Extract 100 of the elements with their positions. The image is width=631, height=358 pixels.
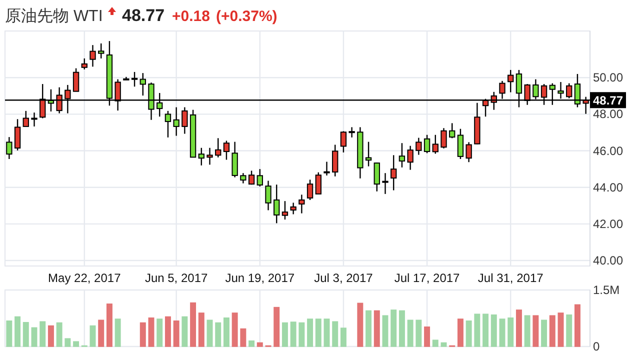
candlestick [348, 126, 355, 138]
bar [14, 316, 21, 347]
bar [90, 325, 96, 347]
y-tick-label: 44.00 [593, 180, 624, 194]
bar [256, 342, 263, 347]
bar [98, 320, 104, 347]
candlestick [324, 161, 330, 176]
candlestick [206, 147, 213, 166]
bar [440, 342, 447, 347]
candlestick [164, 110, 172, 138]
y-tick-label: 50.00 [593, 70, 624, 85]
bar [298, 322, 305, 347]
bar [574, 304, 580, 347]
bar [173, 320, 180, 347]
bar [566, 314, 572, 347]
text: +0.18 [172, 8, 210, 25]
x-tick-label: May 22, 2017 [48, 271, 122, 285]
candlestick [6, 136, 12, 160]
candlestick [232, 141, 238, 178]
bar [432, 340, 438, 347]
candlestick [315, 172, 322, 195]
bar [240, 328, 246, 347]
candlestick [240, 172, 246, 184]
text: 48.77 [122, 6, 165, 25]
x-tick-label: Jul 3, 2017 [314, 271, 374, 285]
bar [508, 317, 514, 347]
bar [549, 315, 556, 347]
y-tick-label: 40.00 [593, 254, 624, 268]
bar [274, 306, 280, 347]
y-tick-label: 0 [593, 340, 600, 354]
bar [340, 328, 346, 347]
text: (+0.37%) [216, 8, 278, 25]
bar [499, 318, 506, 347]
bar [232, 312, 238, 347]
candlestick [416, 137, 422, 156]
candlestick [256, 168, 263, 188]
bar [290, 322, 296, 347]
candlestick [466, 142, 472, 163]
x-tick-label: Jul 31, 2017 [478, 271, 544, 285]
candlestick [198, 147, 204, 166]
candlestick [424, 134, 430, 154]
bar [106, 304, 112, 347]
candlestick [382, 172, 388, 195]
bar [516, 310, 522, 347]
bar [532, 315, 539, 347]
bar [148, 317, 154, 347]
candlestick [298, 194, 305, 214]
candlestick [14, 118, 21, 152]
candlestick [340, 130, 347, 154]
candlestick [173, 106, 180, 136]
candlestick [407, 145, 414, 170]
candlestick [398, 142, 406, 168]
bar [40, 321, 46, 347]
candlestick [215, 138, 222, 158]
bar [490, 314, 497, 347]
bar [390, 310, 397, 347]
bar [398, 310, 405, 347]
bar [215, 322, 222, 347]
bar [474, 314, 480, 347]
candlestick [131, 71, 138, 88]
bar [190, 302, 196, 347]
bar [140, 322, 146, 347]
bar [22, 322, 29, 347]
bar [357, 302, 364, 347]
bar [6, 320, 12, 347]
bar [114, 318, 121, 347]
bar [315, 318, 322, 347]
bar [407, 320, 414, 347]
bar [307, 318, 314, 347]
bar [31, 327, 38, 347]
candlestick [290, 202, 296, 215]
candlestick [182, 106, 188, 134]
bar [282, 322, 288, 347]
bar [73, 341, 80, 347]
bar [382, 315, 388, 347]
candlestick [432, 134, 438, 154]
y-tick-label: 42.00 [593, 216, 624, 231]
candlestick [98, 42, 104, 60]
candlestick [22, 110, 29, 128]
bar [56, 322, 62, 347]
bar [248, 340, 255, 347]
candlestick [265, 180, 272, 211]
candlestick [332, 144, 338, 177]
candlestick [449, 122, 456, 139]
bar [64, 338, 71, 347]
candlestick [90, 44, 96, 68]
ref-line-label: 48.77 [593, 94, 624, 108]
bar [374, 310, 380, 347]
candlestick [81, 58, 88, 70]
candlestick [31, 112, 38, 128]
bar [466, 320, 472, 347]
bar [198, 312, 204, 347]
bar [223, 317, 230, 347]
bar [206, 320, 213, 347]
bar [424, 326, 430, 347]
bar [366, 310, 372, 347]
candlestick [365, 141, 372, 167]
candlestick [248, 170, 255, 186]
y-tick-label: 48.00 [593, 107, 624, 122]
x-tick-label: Jun 19, 2017 [225, 271, 295, 285]
